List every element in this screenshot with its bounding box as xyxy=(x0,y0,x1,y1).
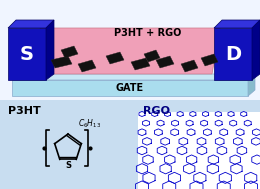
Polygon shape xyxy=(106,52,124,64)
Polygon shape xyxy=(201,54,218,66)
Polygon shape xyxy=(214,20,260,28)
Polygon shape xyxy=(248,74,255,96)
FancyBboxPatch shape xyxy=(138,112,260,189)
Polygon shape xyxy=(8,20,54,28)
Polygon shape xyxy=(51,56,72,68)
Polygon shape xyxy=(144,50,160,62)
Polygon shape xyxy=(156,56,174,68)
Polygon shape xyxy=(181,60,198,72)
Text: P3HT: P3HT xyxy=(8,106,41,116)
Polygon shape xyxy=(40,28,220,74)
Text: RGO: RGO xyxy=(143,106,170,116)
Polygon shape xyxy=(61,46,78,58)
Polygon shape xyxy=(78,60,96,72)
Text: P3HT + RGO: P3HT + RGO xyxy=(114,28,182,38)
Polygon shape xyxy=(214,28,252,80)
Text: $\mathit{C_6H_{13}}$: $\mathit{C_6H_{13}}$ xyxy=(78,118,101,130)
Text: S: S xyxy=(20,44,34,64)
Polygon shape xyxy=(8,28,46,80)
Text: GATE: GATE xyxy=(116,83,144,93)
Polygon shape xyxy=(131,58,150,70)
Polygon shape xyxy=(252,20,260,80)
Text: S: S xyxy=(65,161,71,170)
Polygon shape xyxy=(46,20,54,80)
Text: D: D xyxy=(225,44,241,64)
Polygon shape xyxy=(12,80,248,96)
FancyBboxPatch shape xyxy=(0,100,260,189)
Polygon shape xyxy=(12,74,255,80)
